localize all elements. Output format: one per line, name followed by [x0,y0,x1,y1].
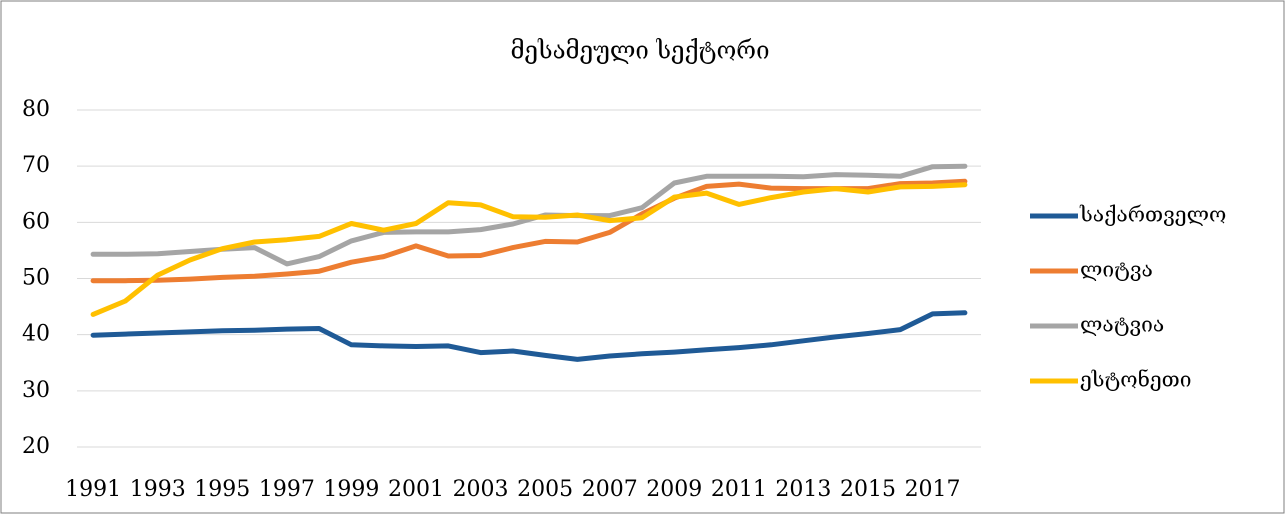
legend-label: ლიტვა [1080,258,1153,282]
x-tick-label: 2017 [905,477,961,502]
x-tick-label: 1993 [130,477,186,502]
legend-label: ლატვია [1080,313,1164,337]
x-tick-label: 2013 [775,477,831,502]
x-tick-label: 2011 [711,477,767,502]
series-line [90,310,968,362]
legend-label: საქართველო [1079,203,1226,227]
legend-label: ესტონეთი [1080,368,1191,392]
x-tick-label: 2003 [453,477,509,502]
series-line [90,182,968,317]
x-tick-label: 1995 [194,477,250,502]
x-tick-label: 1997 [259,477,315,502]
x-tick-label: 2009 [646,477,702,502]
x-tick-label: 2005 [517,477,573,502]
x-tick-label: 1999 [323,477,379,502]
y-tick-label: 20 [22,434,50,459]
y-tick-label: 50 [22,266,50,291]
x-tick-label: 2007 [582,477,638,502]
x-tick-label: 1991 [65,477,121,502]
y-tick-label: 70 [22,153,50,178]
chart-title: მესამეული სექტორი [510,37,769,65]
y-tick-label: 40 [22,322,50,347]
y-tick-label: 60 [22,209,50,234]
y-tick-label: 80 [22,97,50,122]
x-tick-label: 2001 [388,477,444,502]
y-tick-label: 30 [22,378,50,403]
x-tick-label: 2015 [840,477,896,502]
